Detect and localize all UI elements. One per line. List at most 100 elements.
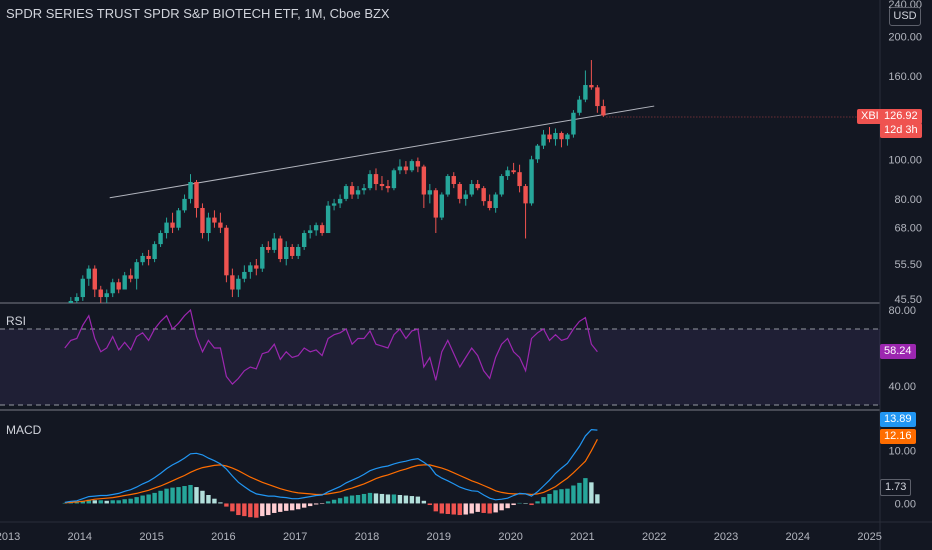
candle-body [92,268,97,290]
candle-body [427,190,433,195]
macd-histogram-bar [463,503,468,515]
candle-body [523,186,528,204]
macd-histogram-bar [373,493,379,504]
macd-histogram-bar [272,503,277,513]
macd-histogram-bar [176,487,181,504]
candle-body [188,181,193,199]
macd-value-tag: 13.89 [880,412,916,427]
rsi-tick-label: 80.00 [888,305,916,317]
macd-histogram-bar [248,503,253,518]
candle-body [493,194,498,208]
macd-histogram-bar [254,503,259,518]
candle-body [254,265,259,269]
candle-body [134,262,139,279]
candle-body [379,184,385,187]
candle-body [499,176,504,195]
candle-body [571,112,576,135]
macd-histogram-bar [415,496,421,504]
macd-histogram-bar [104,500,109,504]
macd-histogram-bar [331,499,337,504]
candle-body [373,174,379,185]
macd-histogram-bar [218,502,223,504]
candle-body [553,132,558,140]
candle-body [361,188,367,191]
candle-body [343,186,349,199]
macd-histogram-bar [206,495,211,504]
macd-histogram-bar [140,495,145,504]
macd-signal-line [64,439,598,504]
macd-histogram-bar [182,486,187,504]
rsi-band [0,329,880,405]
candle-body [469,184,474,195]
candle-body [445,176,450,195]
candle-body [128,275,133,279]
candle-body [403,166,409,171]
candle-body [206,217,211,234]
candle-body [140,255,145,263]
macd-histogram-bar [290,503,295,511]
macd-histogram-bar [122,499,127,504]
macd-histogram-bar [116,500,121,504]
candle-body [224,227,229,276]
candle-body [325,205,331,234]
macd-histogram-bar [188,484,193,504]
candle-body [313,225,319,231]
time-tick-label: 2019 [427,531,451,543]
macd-histogram-bar [242,503,247,517]
macd-histogram-bar [481,503,486,513]
macd-histogram-bar [385,494,391,504]
macd-histogram-bar [146,494,151,504]
macd-histogram-bar [86,499,91,504]
price-tick-label: 100.00 [888,154,922,166]
candle-body [242,271,247,279]
candle-body [565,134,570,140]
candle-body [158,233,163,245]
candle-body [481,188,486,202]
macd-histogram-bar [194,487,199,504]
price-tick-label: 240.00 [888,0,922,11]
macd-histogram-bar [523,503,528,504]
macd-histogram-bar [379,493,385,504]
candle-body [248,265,253,272]
candle-body [547,134,552,140]
time-tick-label: 2016 [211,531,235,543]
signal-value-tag: 12.16 [880,429,916,444]
macd-histogram-bar [158,490,163,504]
candle-body [301,233,307,247]
macd-histogram-bar [337,498,343,504]
macd-histogram-bar [547,493,552,504]
macd-histogram-bar [325,501,331,504]
price-tick-label: 200.00 [888,31,922,43]
candle-body [236,278,241,290]
candle-body [535,145,540,160]
candle-body [415,161,421,167]
macd-histogram-bar [451,503,456,515]
candle-body [529,159,534,204]
candle-body [104,293,109,298]
candle-body [272,238,277,250]
macd-histogram-bar [200,490,205,504]
macd-label: MACD [6,423,42,437]
candle-body [331,203,337,206]
candle-body [517,172,522,187]
candle-body [212,217,217,223]
candle-body [284,246,289,260]
macd-histogram-bar [421,500,427,504]
macd-histogram-bar [361,493,367,504]
currency-selector[interactable]: USD [889,7,921,26]
candle-body [152,244,157,260]
candle-body [391,170,397,189]
candle-body [367,174,373,189]
macd-histogram-bar [529,503,534,506]
symbol-tag: XBI [857,109,883,124]
candle-body [349,186,355,195]
candle-body [589,85,594,88]
time-tick-label: 2015 [139,531,163,543]
rsi-label: RSI [6,314,27,328]
macd-histogram-bar [475,503,480,512]
candle-body [307,230,313,234]
macd-histogram-bar [535,501,540,504]
macd-line [64,428,598,503]
candle-body [122,275,127,290]
